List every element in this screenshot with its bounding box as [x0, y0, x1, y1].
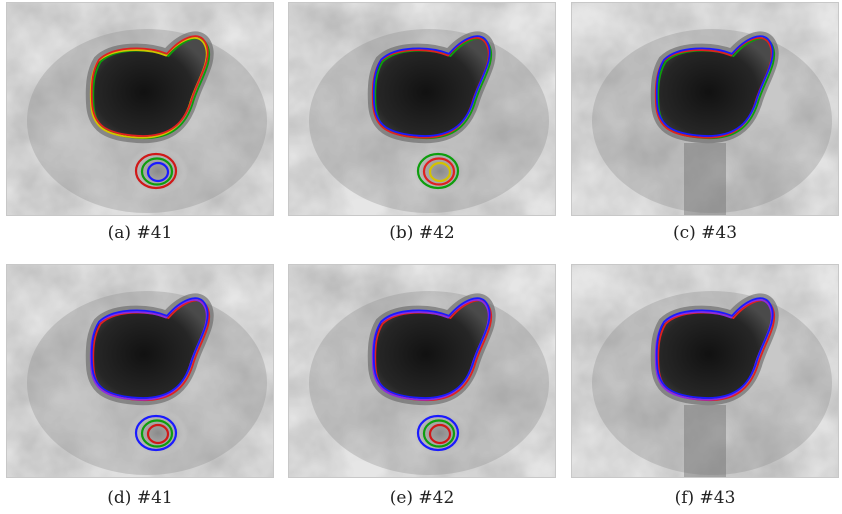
dark-column [684, 405, 726, 477]
caption-a: (a) #41 [107, 223, 173, 243]
blob-contour [134, 152, 178, 190]
contour-line [374, 37, 493, 140]
blob-contour [146, 423, 170, 445]
dark-column [684, 143, 726, 215]
contour-line [90, 35, 209, 137]
contour-line [657, 299, 776, 402]
blob-contour [146, 161, 170, 183]
panel-a-image [6, 2, 274, 216]
dark-region [373, 37, 490, 138]
blob-contour [134, 414, 178, 452]
contour-line [374, 299, 493, 402]
dark-region [373, 299, 490, 400]
blob-contour [416, 152, 460, 190]
contour-line [657, 37, 776, 140]
caption-e: (e) #42 [389, 488, 455, 508]
contour-line [372, 35, 491, 137]
contour-line [655, 35, 774, 137]
panel-b-image [288, 2, 556, 216]
panel-b-svg [289, 3, 555, 215]
caption-d: (d) #41 [107, 488, 173, 508]
panel-a-svg [7, 3, 273, 215]
blob-contour [140, 419, 174, 448]
caption-f: (f) #43 [674, 488, 736, 508]
dark-region [656, 299, 773, 400]
dark-region [91, 37, 208, 138]
dark-region [656, 37, 773, 138]
contour-line [92, 37, 211, 140]
caption-c: (c) #43 [672, 223, 738, 243]
blob-contour [422, 419, 456, 448]
panel-d-image [6, 264, 274, 478]
blob-contour [428, 423, 452, 445]
panel-d-svg [7, 265, 273, 477]
contour-line [92, 299, 211, 402]
blob-contour [416, 414, 460, 452]
contour-line [90, 297, 209, 399]
contour-line [655, 297, 774, 399]
caption-b: (b) #42 [389, 223, 455, 243]
blob-contour [422, 157, 456, 186]
dark-region [91, 299, 208, 400]
panel-e-image [288, 264, 556, 478]
panel-f-svg [572, 265, 838, 477]
contour-line [372, 297, 491, 399]
panel-e-svg [289, 265, 555, 477]
panel-c-image [571, 2, 839, 216]
panel-f-image [571, 264, 839, 478]
blob-contour [428, 161, 452, 183]
blob-contour [140, 157, 174, 186]
panel-c-svg [572, 3, 838, 215]
